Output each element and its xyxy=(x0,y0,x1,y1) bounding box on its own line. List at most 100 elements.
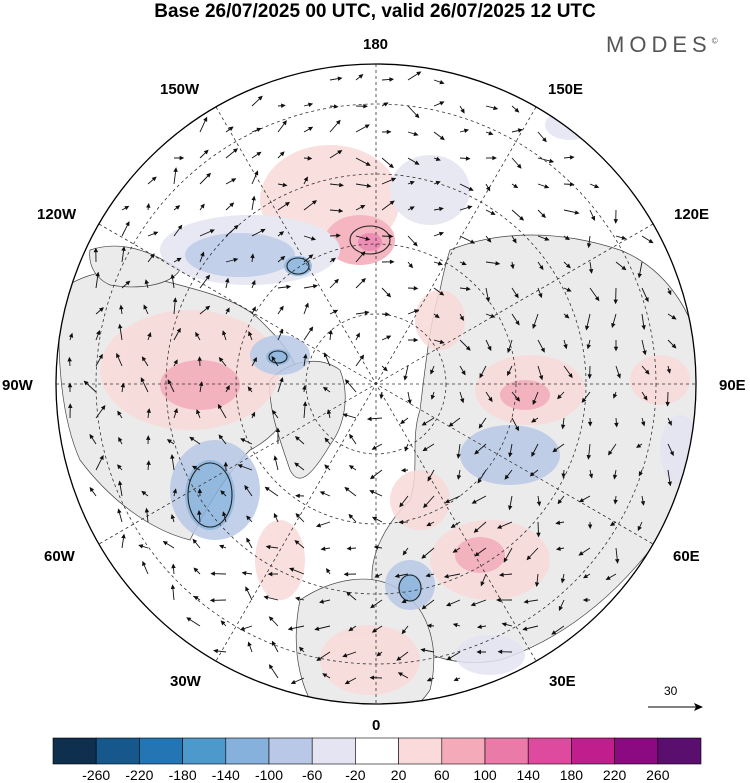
wind-arrowhead xyxy=(493,105,499,111)
wind-arrowhead xyxy=(224,277,230,283)
wind-arrowhead xyxy=(382,366,388,372)
wind-arrowhead xyxy=(648,238,654,244)
wind-arrowhead xyxy=(366,183,372,188)
wind-arrowhead xyxy=(531,418,537,423)
wind-arrowhead xyxy=(302,401,308,407)
wind-arrowhead xyxy=(587,421,593,427)
wind-arrowhead xyxy=(446,602,452,607)
wind-arrowhead xyxy=(217,403,223,410)
graticule xyxy=(56,64,696,704)
wind-arrowhead xyxy=(141,356,147,362)
wind-arrowhead xyxy=(144,507,150,513)
wind-arrowhead xyxy=(402,550,408,556)
wind-arrowhead xyxy=(150,253,155,259)
wind-arrowhead xyxy=(369,474,376,480)
wind-arrowhead xyxy=(479,373,484,379)
wind-arrowhead xyxy=(416,71,422,76)
wind-arrowhead xyxy=(273,455,278,461)
wind-arrowhead xyxy=(308,126,314,132)
wind-arrowhead xyxy=(667,290,672,296)
wind-arrowhead xyxy=(439,79,445,85)
wind-arrowhead xyxy=(308,254,314,259)
wind-arrowhead xyxy=(271,355,276,362)
wind-arrowhead xyxy=(581,397,587,403)
wind-arrowhead xyxy=(401,598,407,604)
wind-arrowhead xyxy=(279,305,284,311)
positive-anomaly xyxy=(390,470,450,530)
wind-arrowhead xyxy=(192,538,198,544)
land-greenland xyxy=(269,360,346,479)
land-alaska xyxy=(89,245,181,288)
colorbar-swatch xyxy=(571,737,615,765)
wind-arrowhead xyxy=(514,426,519,432)
wind-arrowhead xyxy=(303,176,308,182)
wind-arrowhead xyxy=(422,446,428,452)
colorbar-tick-label: -100 xyxy=(254,767,284,783)
wind-arrowhead xyxy=(459,315,464,321)
wind-arrowhead xyxy=(566,263,571,269)
wind-arrowhead xyxy=(485,297,491,303)
wind-arrowhead xyxy=(348,513,354,519)
wind-arrowhead xyxy=(319,491,325,496)
wind-arrowhead xyxy=(590,215,596,221)
wind-arrowhead xyxy=(251,411,256,417)
wind-arrowhead xyxy=(470,601,476,607)
wind-arrowhead xyxy=(594,296,600,302)
wind-arrowhead xyxy=(342,653,348,658)
wind-arrowhead xyxy=(574,210,580,215)
positive-anomaly xyxy=(320,625,420,695)
wind-arrowhead xyxy=(319,599,325,604)
wind-arrowhead xyxy=(425,573,431,578)
wind-arrowhead xyxy=(413,337,419,343)
negative-anomaly xyxy=(545,110,595,140)
negative-anomaly xyxy=(185,233,295,277)
wind-arrowhead xyxy=(613,299,618,305)
wind-arrowhead xyxy=(452,548,458,553)
wind-arrowhead xyxy=(323,352,329,358)
wind-arrowhead xyxy=(244,484,249,491)
wind-arrowhead xyxy=(206,172,212,178)
wind-arrowhead xyxy=(497,649,503,655)
wind-arrowhead xyxy=(193,595,199,601)
wind-arrowhead xyxy=(279,376,284,383)
wind-arrowhead xyxy=(539,265,544,271)
wind-arrowhead xyxy=(389,200,395,206)
wind-arrowhead xyxy=(371,445,377,450)
wind-arrowhead xyxy=(273,512,278,518)
wind-arrowhead xyxy=(189,436,195,442)
wind-arrowhead xyxy=(640,421,646,427)
wind-arrowhead xyxy=(557,394,562,400)
wind-arrowhead xyxy=(474,551,480,557)
wind-arrowhead xyxy=(407,399,412,405)
wind-arrowhead xyxy=(290,679,296,684)
wind-arrowhead xyxy=(96,329,101,336)
wind-arrowhead xyxy=(605,575,611,581)
colorbar-tick-label: 140 xyxy=(516,767,540,783)
colorbar-swatch xyxy=(139,737,183,765)
wind-arrowhead xyxy=(179,155,185,161)
wind-arrowhead xyxy=(507,505,513,511)
wind-arrowhead xyxy=(526,555,532,561)
wind-arrowhead xyxy=(250,253,255,259)
wind-arrowhead xyxy=(439,101,445,106)
wind-arrowhead xyxy=(544,236,550,241)
wind-arrowhead xyxy=(286,284,292,290)
wind-arrowhead xyxy=(568,373,573,379)
wind-arrowhead xyxy=(222,511,227,517)
wind-arrowhead xyxy=(421,554,427,559)
wind-arrowhead xyxy=(486,237,492,243)
wind-arrowhead xyxy=(294,435,300,441)
wind-arrowhead xyxy=(170,453,175,459)
wind-arrowhead xyxy=(613,499,618,505)
wind-arrowhead xyxy=(549,158,555,164)
wind-arrowhead xyxy=(299,646,304,652)
wind-arrowhead xyxy=(389,259,395,265)
wind-arrowhead xyxy=(125,280,131,286)
colorbar-tick-label: 260 xyxy=(646,767,670,783)
wind-arrowhead xyxy=(176,257,182,262)
wind-arrowhead xyxy=(396,656,402,661)
wind-arrowhead xyxy=(473,528,479,533)
wind-arrowhead xyxy=(477,478,482,484)
wind-arrowhead xyxy=(220,490,226,496)
wind-arrowhead xyxy=(251,195,256,201)
